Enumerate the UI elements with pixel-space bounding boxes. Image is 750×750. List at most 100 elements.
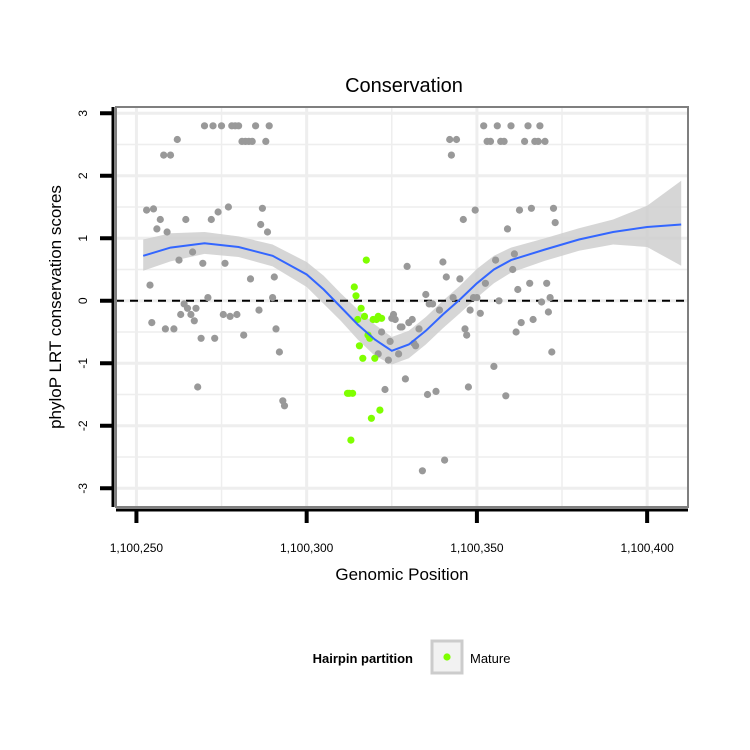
other-point (473, 294, 481, 302)
plot-panel (115, 106, 689, 508)
y-tick-label: 2 (76, 172, 90, 179)
other-point (378, 328, 386, 336)
other-point (418, 467, 426, 475)
other-point (156, 215, 164, 224)
other-point (153, 225, 161, 233)
other-point (452, 135, 461, 144)
other-point (170, 325, 178, 333)
y-tick-label: 1 (76, 235, 90, 242)
other-point (177, 310, 185, 319)
smooth-trend-line (142, 223, 682, 352)
other-point (476, 309, 484, 317)
other-point (466, 306, 474, 314)
other-point (252, 122, 260, 130)
other-point (263, 228, 272, 236)
legend-title: Hairpin partition (313, 651, 413, 666)
mature-point (376, 406, 384, 414)
other-point (549, 204, 558, 212)
mature-point (378, 314, 386, 322)
other-point (235, 122, 243, 130)
other-point (551, 219, 559, 227)
x-axis: 1,100,250 1,100,300 1,100,350 1,100,400 (110, 508, 688, 555)
other-point (502, 392, 510, 400)
other-point (401, 375, 409, 383)
y-tick-label: 3 (76, 110, 90, 117)
legend-key-mature-dot (443, 653, 451, 661)
panel-background (116, 107, 688, 507)
mature-point (349, 389, 357, 397)
other-point (412, 342, 420, 350)
other-point (149, 205, 158, 213)
other-point (493, 122, 501, 130)
other-point (175, 256, 183, 264)
x-tick-label: 1,100,250 (110, 541, 164, 555)
other-point (449, 294, 457, 302)
other-point (219, 310, 227, 319)
other-point (207, 215, 215, 224)
data-points (143, 122, 559, 475)
chart-title: Conservation (345, 75, 463, 97)
mature-point (347, 436, 355, 444)
other-point (541, 137, 549, 145)
other-point (446, 135, 454, 144)
other-point (527, 204, 536, 212)
other-point (517, 319, 525, 327)
mature-point (357, 304, 365, 312)
other-point (510, 250, 518, 258)
other-point (163, 228, 171, 236)
other-point (442, 273, 450, 281)
other-point (386, 337, 394, 345)
other-point (221, 259, 229, 267)
other-point (398, 323, 406, 331)
y-axis-title: phyloP LRT conservation scores (46, 185, 65, 429)
y-tick-label: 0 (76, 297, 90, 304)
other-point (432, 387, 440, 395)
other-point (521, 137, 529, 145)
other-point (439, 258, 447, 266)
mature-point (355, 342, 363, 350)
other-point (415, 325, 423, 333)
mature-point (362, 256, 370, 264)
other-point (265, 122, 273, 130)
mature-point (371, 354, 379, 362)
x-tick-label: 1,100,300 (280, 541, 334, 555)
other-point (384, 356, 392, 364)
legend: Hairpin partition Mature (313, 639, 510, 675)
other-point (461, 325, 469, 333)
x-axis-title: Genomic Position (335, 565, 468, 584)
other-point (217, 122, 226, 130)
other-point (204, 294, 212, 302)
other-point (509, 265, 517, 274)
other-point (500, 137, 508, 145)
other-point (391, 315, 399, 324)
mature-point (359, 354, 367, 362)
mature-point (352, 292, 360, 300)
other-point (192, 304, 200, 312)
other-point (529, 315, 537, 324)
other-point (182, 215, 190, 224)
other-point (464, 383, 472, 391)
other-point (258, 204, 266, 212)
other-point (272, 325, 280, 333)
other-point (214, 208, 222, 216)
other-point (543, 279, 551, 287)
other-point (536, 122, 544, 130)
other-point (255, 306, 263, 314)
y-tick-label: -2 (76, 420, 90, 431)
other-point (148, 319, 156, 327)
other-point (160, 151, 168, 159)
other-point (194, 383, 202, 391)
other-point (381, 385, 389, 394)
other-point (187, 310, 195, 319)
other-point (403, 262, 411, 270)
other-point (248, 137, 256, 145)
other-point (480, 122, 488, 130)
other-point (546, 294, 554, 302)
other-point (486, 137, 495, 145)
other-point (275, 348, 283, 356)
other-point (512, 328, 520, 336)
other-point (422, 290, 430, 299)
other-point (262, 137, 270, 145)
other-point (435, 306, 444, 314)
